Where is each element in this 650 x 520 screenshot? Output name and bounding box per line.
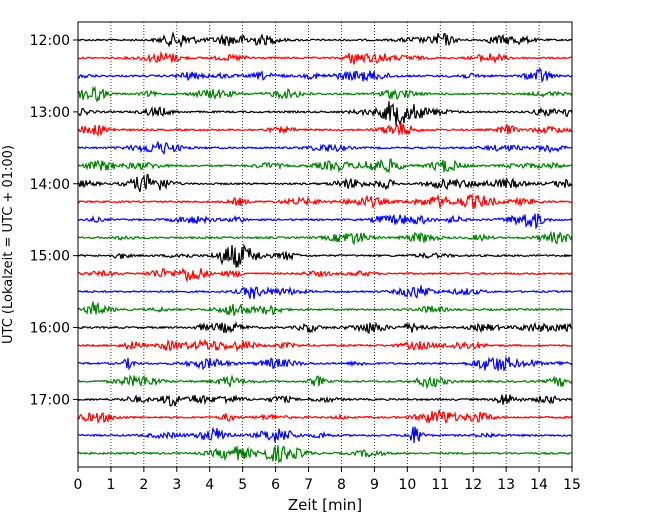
y-tick-label: 14:00 bbox=[30, 177, 70, 193]
trace-line bbox=[77, 158, 573, 174]
trace-line bbox=[77, 30, 573, 49]
trace-line bbox=[77, 173, 573, 193]
x-tick-label: 10 bbox=[398, 477, 416, 493]
trace-line bbox=[77, 50, 573, 65]
trace-line bbox=[77, 266, 573, 283]
x-tick-label: 14 bbox=[530, 477, 548, 493]
trace-line bbox=[77, 230, 573, 246]
x-tick-label: 9 bbox=[370, 477, 379, 493]
x-axis: 0 1 2 3 4 5 6 7 8 9 10 11 12 13 14 15 bbox=[74, 467, 581, 493]
x-tick-label: 2 bbox=[139, 477, 148, 493]
trace-line bbox=[77, 101, 573, 127]
x-tick-label: 1 bbox=[106, 477, 115, 493]
trace-line bbox=[77, 285, 573, 300]
trace-line bbox=[77, 122, 573, 138]
x-tick-label: 13 bbox=[497, 477, 515, 493]
trace-line bbox=[77, 213, 573, 230]
y-tick-label: 16:00 bbox=[30, 321, 70, 337]
trace-line bbox=[77, 355, 573, 372]
y-tick-label: 17:00 bbox=[30, 392, 70, 408]
trace-line bbox=[77, 85, 573, 103]
y-axis-label: UTC (Lokalzeit = UTC + 01:00) bbox=[1, 145, 16, 344]
x-tick-label: 11 bbox=[431, 477, 449, 493]
trace-line bbox=[77, 444, 573, 464]
trace-line bbox=[77, 301, 573, 316]
trace-line bbox=[77, 320, 573, 334]
y-axis: 12:00 13:00 14:00 15:00 16:00 17:00 bbox=[30, 33, 78, 408]
trace-line bbox=[77, 243, 573, 268]
y-tick-label: 15:00 bbox=[30, 249, 70, 265]
x-axis-label: Zeit [min] bbox=[288, 496, 362, 514]
trace-line bbox=[77, 374, 573, 390]
trace-line bbox=[77, 338, 573, 353]
seismic-traces bbox=[77, 30, 573, 464]
x-tick-label: 3 bbox=[172, 477, 181, 493]
x-tick-label: 6 bbox=[271, 477, 280, 493]
trace-line bbox=[77, 67, 573, 84]
x-tick-label: 7 bbox=[304, 477, 313, 493]
x-tick-label: 4 bbox=[205, 477, 214, 493]
y-tick-label: 13:00 bbox=[30, 105, 70, 121]
x-tick-label: 8 bbox=[337, 477, 346, 493]
trace-line bbox=[77, 394, 573, 407]
x-tick-label: 0 bbox=[74, 477, 83, 493]
plot-frame bbox=[77, 21, 573, 468]
trace-line bbox=[77, 409, 573, 425]
trace-line bbox=[77, 141, 573, 156]
x-tick-label: 15 bbox=[563, 477, 581, 493]
trace-line bbox=[77, 193, 573, 209]
x-tick-label: 5 bbox=[238, 477, 247, 493]
y-tick-label: 12:00 bbox=[30, 33, 70, 49]
trace-line bbox=[77, 426, 573, 444]
x-tick-label: 12 bbox=[464, 477, 482, 493]
grid-lines bbox=[110, 22, 540, 467]
